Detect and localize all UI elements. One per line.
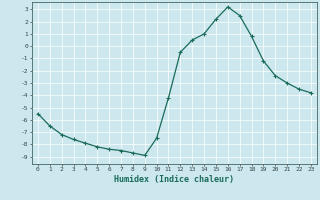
X-axis label: Humidex (Indice chaleur): Humidex (Indice chaleur) [115, 175, 234, 184]
